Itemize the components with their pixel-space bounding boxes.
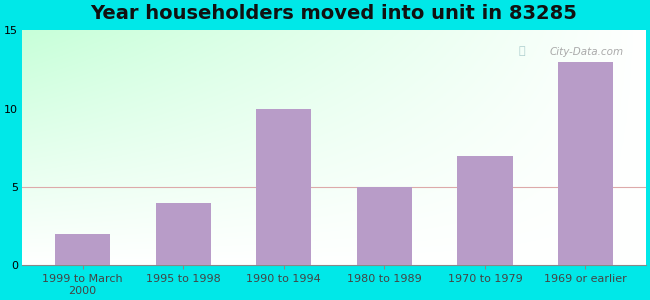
Bar	[55, 234, 111, 265]
Text: City-Data.com: City-Data.com	[550, 47, 624, 57]
Bar	[256, 109, 311, 265]
Bar	[457, 156, 513, 265]
Bar	[357, 187, 412, 265]
Bar	[155, 202, 211, 265]
Text: Ⓢ: Ⓢ	[518, 46, 525, 56]
Bar	[558, 61, 613, 265]
Title: Year householders moved into unit in 83285: Year householders moved into unit in 832…	[90, 4, 577, 23]
